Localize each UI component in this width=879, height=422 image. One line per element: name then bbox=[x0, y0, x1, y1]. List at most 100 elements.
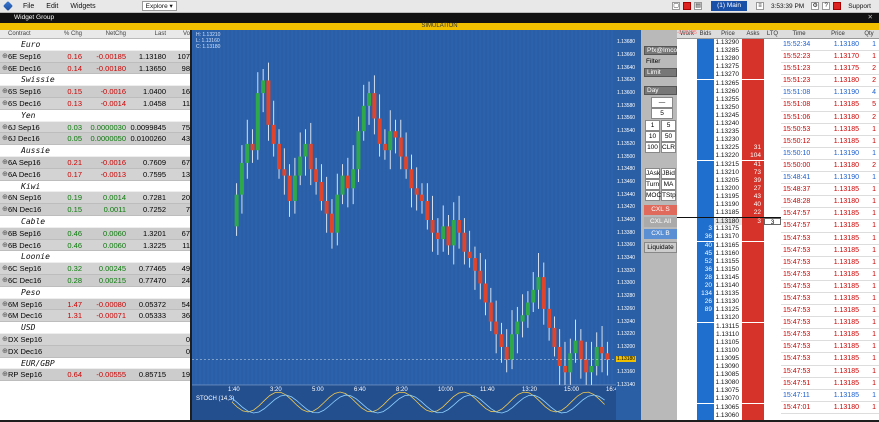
bid-cell[interactable] bbox=[697, 88, 714, 96]
group-header[interactable]: Cable bbox=[0, 216, 190, 228]
bid-cell[interactable] bbox=[697, 404, 714, 412]
bid-cell[interactable]: 134 bbox=[697, 290, 714, 298]
group-header[interactable]: Aussie bbox=[0, 145, 190, 157]
ask-cell[interactable] bbox=[742, 104, 764, 112]
ladder-row[interactable]: 1.13220 104 bbox=[677, 152, 781, 160]
candle-body[interactable] bbox=[563, 366, 567, 372]
work-cell[interactable] bbox=[677, 339, 697, 347]
candle-body[interactable] bbox=[521, 315, 525, 321]
candle-body[interactable] bbox=[605, 353, 609, 359]
candle-body[interactable] bbox=[335, 195, 339, 233]
ladder-row[interactable]: 20 1.13140 bbox=[677, 282, 781, 290]
candle-body[interactable] bbox=[240, 163, 244, 195]
bid-cell[interactable]: 45 bbox=[697, 250, 714, 258]
bid-cell[interactable] bbox=[697, 331, 714, 339]
candle-body[interactable] bbox=[446, 226, 450, 245]
work-cell[interactable] bbox=[677, 331, 697, 339]
bid-cell[interactable] bbox=[697, 185, 714, 193]
ask-cell[interactable] bbox=[742, 412, 764, 420]
ladder-row[interactable]: 1.13250 bbox=[677, 104, 781, 112]
work-cell[interactable] bbox=[677, 274, 697, 282]
work-cell[interactable] bbox=[677, 128, 697, 136]
work-cell[interactable] bbox=[677, 63, 697, 71]
candle-body[interactable] bbox=[515, 322, 519, 335]
bid-cell[interactable] bbox=[697, 201, 714, 209]
work-cell[interactable] bbox=[677, 71, 697, 79]
work-cell[interactable] bbox=[677, 39, 697, 47]
group-header[interactable]: Peso bbox=[0, 287, 190, 299]
bid-cell[interactable] bbox=[697, 177, 714, 185]
cancel-sells-button[interactable]: CXL S bbox=[644, 205, 677, 215]
ladder-row[interactable]: 1.13110 bbox=[677, 331, 781, 339]
ask-cell[interactable] bbox=[742, 379, 764, 387]
menu-widgets[interactable]: Widgets bbox=[70, 3, 95, 10]
close-icon[interactable]: ✕ bbox=[868, 13, 873, 23]
ladder-row[interactable]: 1.13120 bbox=[677, 314, 781, 322]
work-cell[interactable] bbox=[677, 88, 697, 96]
turn-button[interactable]: Turn bbox=[645, 179, 660, 190]
table-row[interactable]: ⊕ 6E Dec16 0.14 -0.00180 1.13650 98 bbox=[0, 63, 190, 75]
ladder-row[interactable]: 1.13275 bbox=[677, 63, 781, 71]
explore-dropdown[interactable]: Explore ▾ bbox=[142, 1, 177, 11]
group-header[interactable]: Loonie bbox=[0, 251, 190, 263]
expand-icon[interactable]: ⊕ bbox=[0, 157, 8, 168]
bid-cell[interactable]: 20 bbox=[697, 282, 714, 290]
moc-button[interactable]: MOC bbox=[645, 190, 660, 201]
work-cell[interactable] bbox=[677, 177, 697, 185]
ladder-row[interactable]: 1.13245 bbox=[677, 112, 781, 120]
candle-body[interactable] bbox=[314, 169, 318, 182]
work-cell[interactable] bbox=[677, 96, 697, 104]
ask-cell[interactable] bbox=[742, 266, 764, 274]
qty-10-button[interactable]: 10 bbox=[645, 131, 660, 142]
candle-body[interactable] bbox=[478, 271, 482, 284]
candle-body[interactable] bbox=[441, 226, 445, 239]
bid-cell[interactable] bbox=[697, 152, 714, 160]
window-icon[interactable]: ▢ bbox=[672, 2, 680, 10]
candle-body[interactable] bbox=[510, 334, 514, 359]
ask-cell[interactable] bbox=[742, 225, 764, 233]
ask-cell[interactable] bbox=[742, 404, 764, 412]
ask-cell[interactable]: 41 bbox=[742, 161, 764, 169]
candle-body[interactable] bbox=[574, 341, 578, 354]
ladder-row[interactable]: 89 1.13125 bbox=[677, 306, 781, 314]
ask-cell[interactable] bbox=[742, 339, 764, 347]
bid-cell[interactable] bbox=[697, 120, 714, 128]
bid-cell[interactable]: 28 bbox=[697, 274, 714, 282]
bid-cell[interactable] bbox=[697, 339, 714, 347]
candle-body[interactable] bbox=[425, 201, 429, 220]
bid-cell[interactable] bbox=[697, 112, 714, 120]
ladder-row[interactable]: 52 1.13155 bbox=[677, 258, 781, 266]
menu-edit[interactable]: Edit bbox=[46, 3, 58, 10]
ladder-row[interactable]: 1.13285 bbox=[677, 47, 781, 55]
ask-cell[interactable] bbox=[742, 233, 764, 241]
qty-1-button[interactable]: 1 bbox=[645, 120, 660, 131]
account-select[interactable]: Pfx@Imcon bbox=[644, 46, 677, 55]
bid-cell[interactable] bbox=[697, 347, 714, 355]
ask-cell[interactable] bbox=[742, 80, 764, 88]
ladder-row[interactable]: 1.13265 bbox=[677, 80, 781, 88]
candle-body[interactable] bbox=[589, 366, 593, 372]
ladder-row[interactable]: 1.13180 3 3 bbox=[677, 217, 781, 225]
expand-icon[interactable]: ⊕ bbox=[0, 133, 8, 144]
expand-icon[interactable]: ⊕ bbox=[0, 192, 8, 203]
work-cell[interactable] bbox=[677, 242, 697, 250]
alert-icon[interactable] bbox=[683, 2, 691, 10]
table-row[interactable]: ⊕ DX Dec16 0 bbox=[0, 346, 190, 358]
bid-cell[interactable]: 89 bbox=[697, 306, 714, 314]
ask-cell[interactable] bbox=[742, 55, 764, 63]
candle-body[interactable] bbox=[367, 93, 371, 106]
ask-cell[interactable]: 31 bbox=[742, 144, 764, 152]
candle-body[interactable] bbox=[330, 214, 334, 233]
candle-body[interactable] bbox=[558, 347, 562, 366]
candle-body[interactable] bbox=[505, 347, 509, 360]
table-row[interactable]: ⊕ 6M Dec16 1.31 -0.00071 0.05333 36 bbox=[0, 310, 190, 322]
ask-cell[interactable] bbox=[742, 395, 764, 403]
work-cell[interactable] bbox=[677, 404, 697, 412]
ladder-row[interactable]: 28 1.13145 bbox=[677, 274, 781, 282]
col-last[interactable]: Last bbox=[126, 30, 166, 38]
ask-cell[interactable] bbox=[742, 290, 764, 298]
work-cell[interactable] bbox=[677, 201, 697, 209]
expand-icon[interactable]: ⊕ bbox=[0, 263, 8, 274]
expand-icon[interactable]: ⊕ bbox=[0, 169, 8, 180]
ladder-row[interactable]: 26 1.13130 bbox=[677, 298, 781, 306]
